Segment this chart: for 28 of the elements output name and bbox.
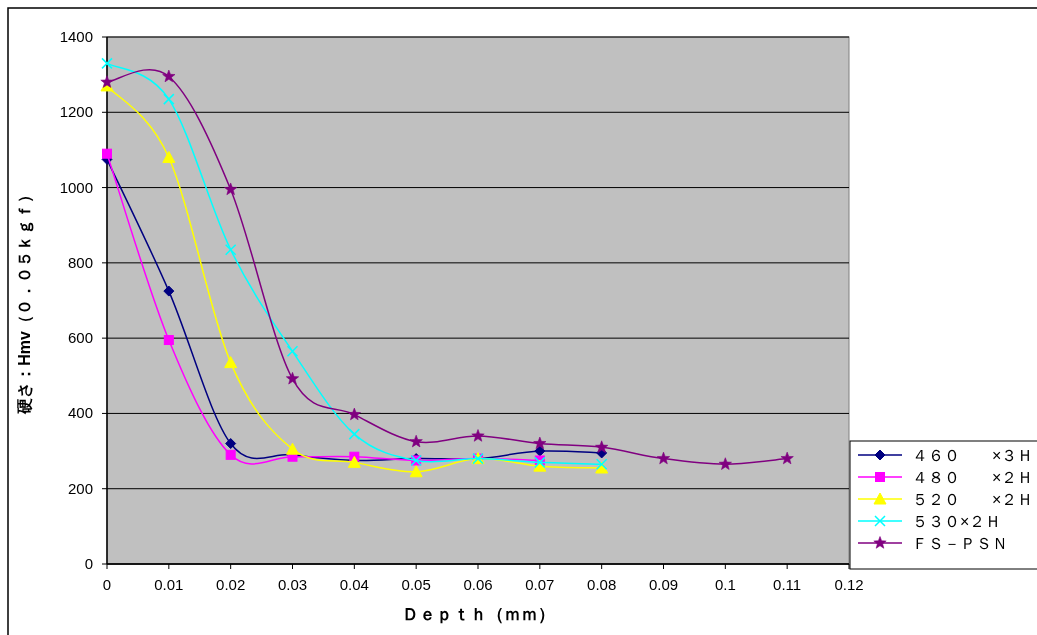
y-tick-label: 200 <box>67 479 93 497</box>
legend-label: ４８０ ×２Ｈ <box>912 469 1034 486</box>
x-axis-title: Ｄｅｐｔｈ（ｍｍ） <box>401 605 555 624</box>
x-tick-label: 0.06 <box>463 576 493 593</box>
y-tick-label: 1200 <box>59 103 93 121</box>
x-tick-label: 0.07 <box>525 576 555 593</box>
x-tick-label: 0.05 <box>401 576 431 593</box>
x-tick-label: 0.11 <box>773 576 802 593</box>
x-tick-label: 0.03 <box>277 576 308 593</box>
legend-label: ４６０ ×３Ｈ <box>912 447 1034 464</box>
y-tick-label: 400 <box>67 404 93 422</box>
y-tick-label: 800 <box>67 253 93 271</box>
y-tick-label: 1000 <box>59 178 93 196</box>
x-tick-label: 0.1 <box>714 576 736 593</box>
x-tick-label: 0.04 <box>339 576 369 593</box>
y-tick-label: 0 <box>84 555 93 572</box>
x-tick-label: 0.09 <box>648 576 679 593</box>
x-tick-label: 0 <box>102 576 112 593</box>
x-tick-label: 0.08 <box>587 576 617 593</box>
x-tick-label: 0.12 <box>834 576 864 593</box>
x-tick-label: 0.01 <box>154 576 184 593</box>
legend-label: ５３０×２Ｈ <box>912 513 1002 530</box>
y-axis-title: 硬さ：Hmv（０．０５ｋｇｆ） <box>16 187 34 415</box>
legend-label: ５２０ ×２Ｈ <box>912 491 1034 508</box>
legend-label: ＦＳ－ＰＳＮ <box>912 535 1008 552</box>
y-tick-label: 600 <box>67 329 93 347</box>
y-tick-label: 1400 <box>59 28 93 45</box>
x-tick-label: 0.02 <box>216 576 246 593</box>
